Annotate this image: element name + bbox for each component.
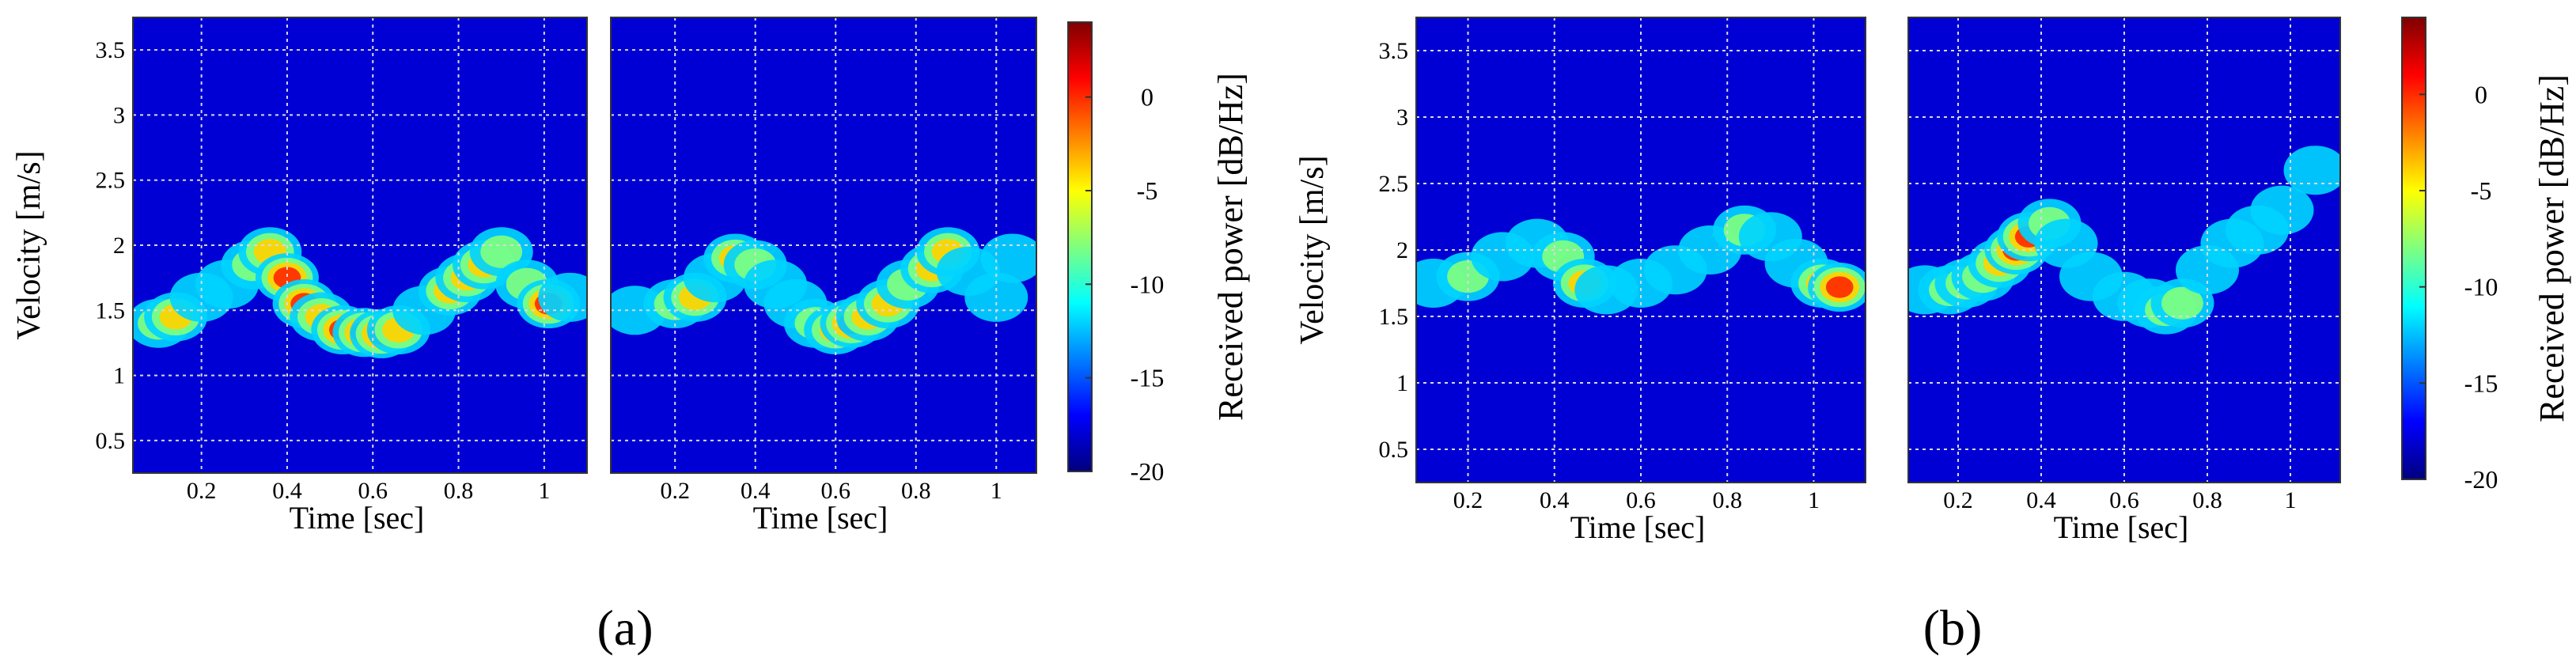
x-tick-label: 1 (2285, 487, 2297, 513)
x-tick-label: 0.6 (1626, 487, 1656, 513)
x-axis-title: Time [sec] (1570, 509, 1706, 545)
colorbar-tick-label: -20 (1131, 457, 1165, 486)
x-tick-label: 0.4 (741, 478, 771, 504)
colorbar-label: Received power [dB/Hz] (1211, 73, 1250, 421)
heatmap-panel-3 (1416, 17, 1866, 483)
colorbar-tick-label: -10 (2464, 273, 2498, 301)
y-tick-label: 3 (1396, 104, 1408, 131)
x-tick-label: 0.6 (2109, 487, 2139, 513)
y-tick-label: 3.5 (1379, 38, 1409, 64)
y-tick-label: 1.5 (1379, 304, 1409, 330)
x-tick-label: 0.6 (820, 478, 850, 504)
x-axis-title: Time [sec] (753, 500, 888, 536)
colorbar-tick-label: 0 (2475, 80, 2487, 108)
plot-frame (1415, 17, 1866, 483)
plot-frame (132, 17, 588, 474)
y-tick-label: 1 (1396, 370, 1408, 396)
plot-frame (1907, 17, 2341, 483)
plot-frame (610, 17, 1037, 474)
y-tick-label: 1.5 (96, 297, 126, 324)
colorbars: 0 -5 -10 -15 -20 Received power [dB/Hz] 0 -5 -10… (1067, 17, 2571, 494)
colorbar-gradient (1067, 21, 1093, 472)
x-tick-label: 0.4 (2026, 487, 2056, 513)
heatmap-panel-4 (1908, 17, 2340, 483)
axes-layer: 0.2 0.4 0.6 0.8 1 0.5 1 1.5 2 2.5 3 3.5 Time [sec] Ve… (11, 17, 2341, 545)
heatmap-cell (2250, 185, 2314, 235)
heatmap-panel-2 (611, 17, 1036, 473)
x-tick-label: 1 (991, 478, 1002, 504)
x-tick-label: 1 (1808, 487, 1820, 513)
y-tick-label: 3 (113, 102, 125, 128)
x-tick-label: 0.8 (1712, 487, 1742, 513)
colorbar-tick-label: -15 (1131, 364, 1165, 392)
y-tick-label: 2.5 (96, 168, 126, 194)
x-tick-label: 0.2 (1453, 487, 1483, 513)
y-tick-label: 2.5 (1379, 171, 1409, 197)
x-axis-title: Time [sec] (290, 500, 425, 536)
colorbar-gradient (2401, 17, 2426, 480)
y-tick-label: 2 (113, 233, 125, 259)
x-tick-label: 1 (538, 478, 550, 504)
panel-label-a: (a) (597, 600, 653, 656)
colorbar-tick-label: -10 (1131, 270, 1165, 298)
colorbar-tick-label: -5 (2471, 176, 2492, 205)
heatmap-cell (2283, 146, 2340, 195)
x-tick-label: 0.8 (2192, 487, 2222, 513)
y-tick-label: 3.5 (96, 37, 126, 63)
y-axis-title: Velocity [m/s] (1294, 155, 1331, 344)
y-tick-label: 0.5 (96, 428, 126, 454)
x-tick-label: 0.2 (660, 478, 690, 504)
heatmap-layer (133, 17, 2340, 483)
x-tick-label: 0.4 (272, 478, 302, 504)
y-tick-label: 1 (113, 363, 125, 389)
heatmap-cell (538, 272, 587, 322)
x-tick-label: 0.8 (444, 478, 474, 504)
x-tick-label: 0.4 (1540, 487, 1570, 513)
x-tick-label: 0.8 (901, 478, 931, 504)
panel-label-b: (b) (1923, 600, 1983, 656)
x-tick-label: 0.2 (187, 478, 217, 504)
x-axis-title: Time [sec] (2054, 509, 2189, 545)
colorbar-b: 0 -5 -10 -15 -20 Received power [dB/Hz] (2401, 17, 2571, 494)
y-tick-label: 0.5 (1379, 437, 1409, 463)
colorbar-a: 0 -5 -10 -15 -20 Received power [dB/Hz] (1067, 21, 1250, 486)
colorbar-tick-label: -20 (2464, 465, 2498, 494)
colorbar-tick-label: 0 (1141, 83, 1154, 112)
heatmap-cell (1808, 263, 1866, 312)
heatmap-panel-1 (133, 17, 587, 473)
colorbar-tick-label: -5 (1137, 176, 1158, 205)
heatmap-cell (980, 233, 1036, 283)
colorbar-label: Received power [dB/Hz] (2532, 74, 2571, 422)
y-tick-label: 2 (1396, 237, 1408, 263)
x-tick-label: 0.2 (1943, 487, 1973, 513)
colorbar-tick-label: -15 (2464, 369, 2498, 397)
x-tick-label: 0.6 (358, 478, 388, 504)
y-axis-title: Velocity [m/s] (11, 150, 47, 339)
